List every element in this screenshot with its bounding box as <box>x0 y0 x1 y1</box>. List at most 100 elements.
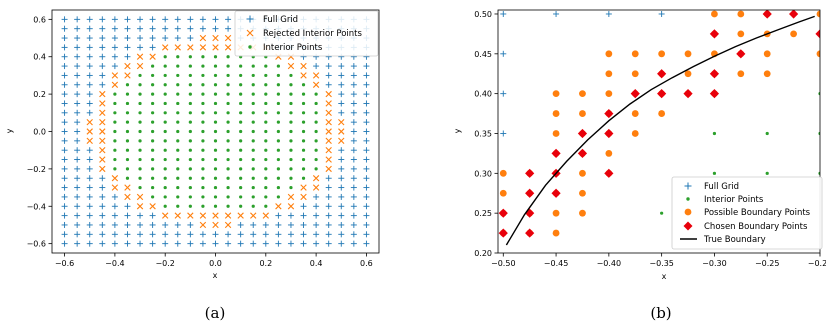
interior-point <box>176 167 180 171</box>
grid-point <box>74 212 81 219</box>
grid-point <box>111 231 118 238</box>
rejected-point <box>174 212 181 219</box>
chosen-boundary-point <box>525 168 535 178</box>
grid-point <box>313 203 320 210</box>
panel-a-ytick-label: −0.2 <box>27 165 46 174</box>
grid-point <box>99 35 106 42</box>
interior-point <box>176 120 180 124</box>
grid-point <box>350 128 357 135</box>
interior-point <box>251 176 255 180</box>
legend-b-possible-marker <box>684 208 692 216</box>
legend-a-full-grid: Full Grid <box>263 15 298 25</box>
interior-point <box>213 55 218 59</box>
rejected-point <box>111 175 119 182</box>
interior-point <box>176 176 180 180</box>
rejected-point <box>99 128 106 135</box>
interior-point <box>151 195 155 199</box>
grid-point <box>300 212 307 219</box>
panel-a-xtick-label: 0.4 <box>310 259 323 268</box>
rejected-point <box>124 193 131 201</box>
grid-point <box>74 100 81 107</box>
legend-a-rejected-marker <box>246 29 254 37</box>
grid-point <box>500 130 507 137</box>
rejected-point <box>325 156 332 163</box>
grid-point <box>86 63 93 70</box>
interior-point <box>151 64 155 68</box>
grid-point <box>99 240 106 247</box>
grid-point <box>162 240 169 247</box>
chosen-boundary-point <box>525 208 535 218</box>
interior-point <box>163 204 167 208</box>
grid-point <box>363 81 370 88</box>
possible-boundary-point <box>499 189 507 197</box>
interior-point <box>151 101 155 106</box>
interior-point <box>201 148 205 152</box>
panel-b-ytick-label: 0.20 <box>474 249 492 258</box>
chosen-boundary-point <box>551 148 561 159</box>
possible-boundary-point <box>816 50 820 58</box>
grid-point <box>86 100 93 107</box>
interior-point <box>151 129 155 134</box>
interior-point <box>213 120 218 124</box>
interior-point <box>712 171 717 175</box>
interior-point <box>289 148 293 152</box>
interior-point <box>289 83 293 87</box>
legend-b-chosen: Chosen Boundary Points <box>704 222 808 232</box>
interior-point <box>125 148 130 152</box>
interior-point <box>314 157 318 162</box>
interior-point <box>113 92 117 96</box>
grid-point <box>325 184 332 191</box>
interior-point <box>163 157 167 162</box>
interior-point <box>201 139 205 143</box>
interior-point <box>163 195 167 199</box>
interior-point <box>226 204 230 208</box>
interior-point <box>289 101 293 106</box>
grid-point <box>212 231 219 238</box>
rejected-point <box>312 184 320 191</box>
grid-point <box>111 63 118 70</box>
interior-point <box>125 139 130 143</box>
grid-point <box>350 81 357 88</box>
grid-point <box>300 240 307 247</box>
grid-point <box>149 221 156 228</box>
panel-b-legend: Full Grid Interior Points Possible Bound… <box>671 176 823 250</box>
grid-point <box>149 25 156 32</box>
grid-point <box>99 193 106 200</box>
panel-b-ytick-label: 0.40 <box>474 90 492 99</box>
possible-boundary-point <box>552 90 560 98</box>
interior-point <box>289 185 293 190</box>
chosen-boundary-point <box>657 69 667 79</box>
panel-b-ytick-label: 0.45 <box>474 50 492 59</box>
interior-point <box>226 101 230 106</box>
interior-point <box>125 176 130 180</box>
possible-boundary-point <box>790 30 798 38</box>
interior-point <box>226 139 230 143</box>
grid-point <box>325 193 332 200</box>
grid-point <box>338 175 345 182</box>
interior-point <box>151 139 155 143</box>
grid-point <box>262 221 269 228</box>
interior-point <box>276 129 280 134</box>
grid-point <box>363 240 370 247</box>
possible-boundary-point <box>579 189 586 197</box>
grid-point <box>174 221 181 228</box>
caption-b: (b) <box>650 304 671 322</box>
grid-point <box>350 240 357 247</box>
grid-point <box>237 231 244 238</box>
interior-point <box>264 73 268 78</box>
panel-b-legend-box <box>671 176 823 250</box>
grid-point <box>124 16 131 23</box>
interior-point <box>301 167 306 171</box>
grid-point <box>99 16 106 23</box>
grid-point <box>174 16 181 23</box>
grid-point <box>74 81 81 88</box>
interior-point <box>226 92 230 96</box>
interior-point <box>151 148 155 152</box>
grid-point <box>61 16 68 23</box>
rejected-point <box>99 90 106 98</box>
interior-point <box>151 176 155 180</box>
interior-point <box>138 120 142 124</box>
interior-point <box>251 64 255 68</box>
grid-point <box>350 147 357 154</box>
